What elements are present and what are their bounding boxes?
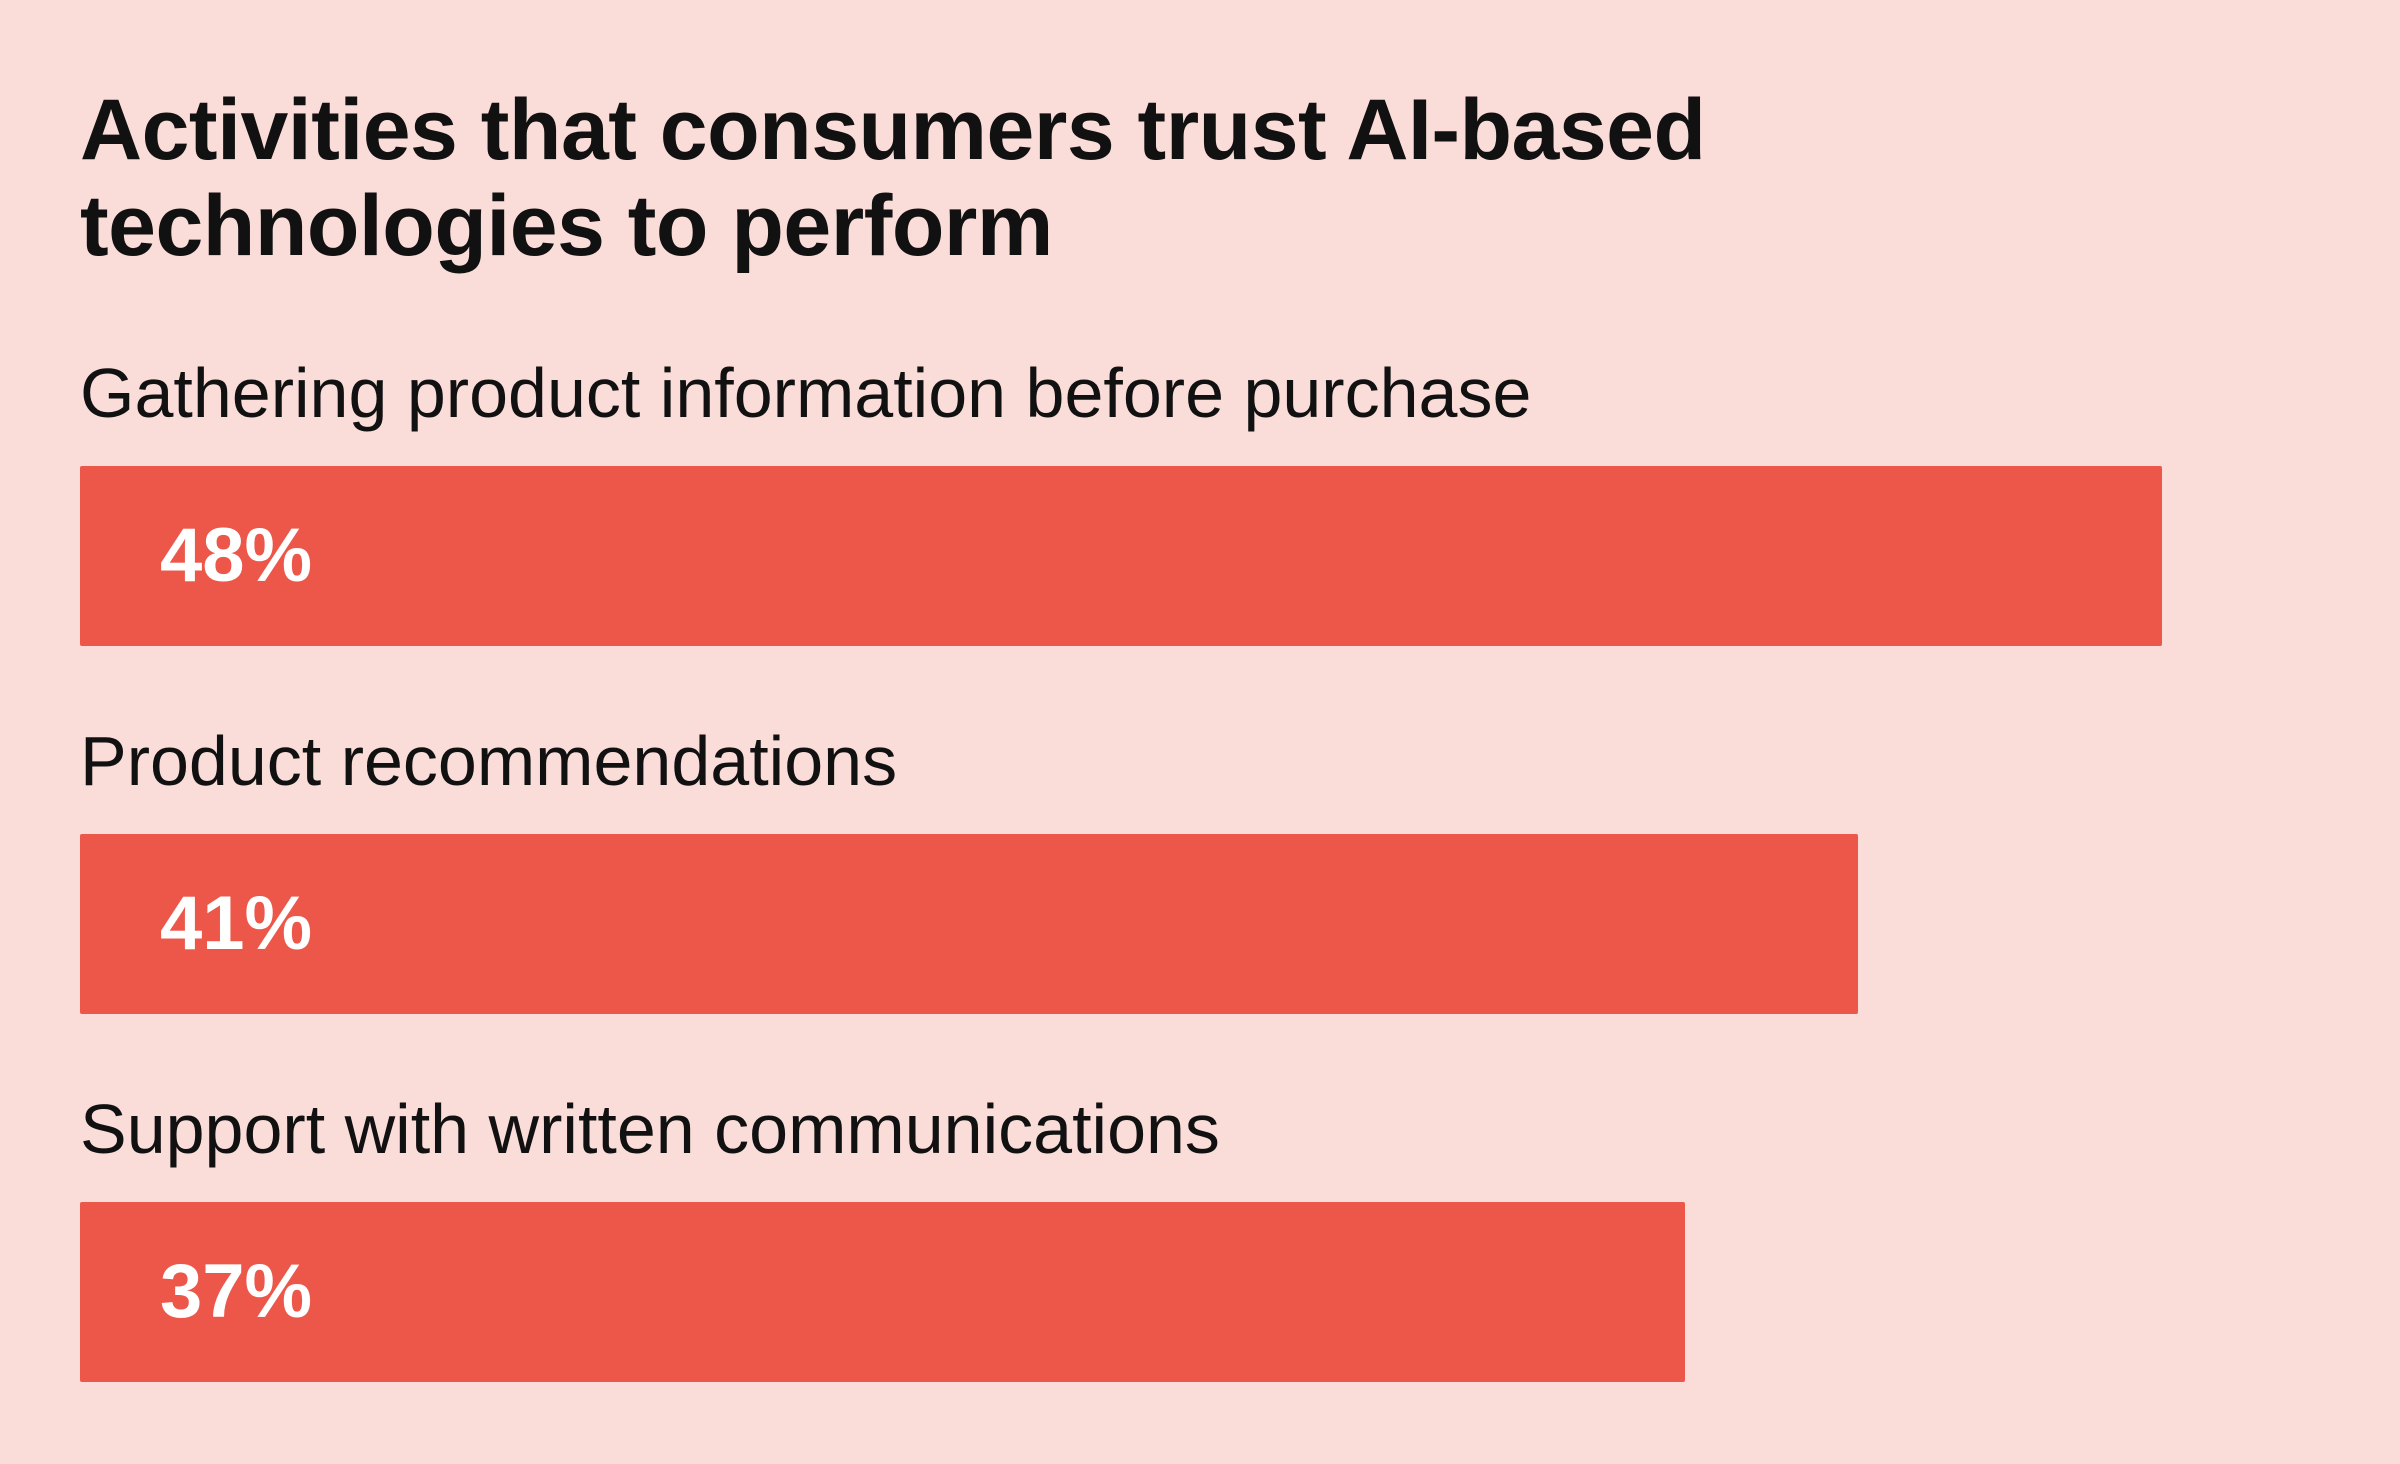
category-label: Product recommendations <box>80 722 898 800</box>
bar-value-label: 37% <box>160 1249 313 1334</box>
chart-title: Activities that consumers trust AI-based… <box>80 82 1706 274</box>
category-label: Gathering product information before pur… <box>80 354 1532 432</box>
bar-value-label: 41% <box>160 881 313 966</box>
bar: 37% <box>80 1202 1685 1382</box>
bar: 41% <box>80 834 1858 1014</box>
bar-value-label: 48% <box>160 513 313 598</box>
category-label: Support with written communications <box>80 1090 1220 1168</box>
bar: 48% <box>80 466 2162 646</box>
